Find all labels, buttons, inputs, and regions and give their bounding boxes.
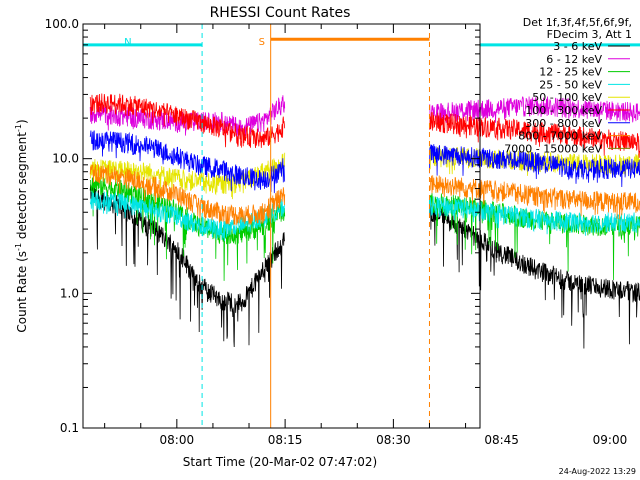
legend-entry-label: 3 - 6 keV xyxy=(553,40,602,53)
y-axis-label-sup-2: -1 xyxy=(14,124,23,132)
legend-entry-label: 300 - 800 keV xyxy=(525,117,602,130)
y-axis-label: Count Rate (s-1 detector segment-1) xyxy=(14,119,29,332)
y-axis-label-part-3: ) xyxy=(15,119,29,124)
legend-header-line-1: Det 1f,3f,4f,5f,6f,9f, xyxy=(523,16,632,29)
series-line-1 xyxy=(89,184,640,349)
y-tick-label: 10.0 xyxy=(52,152,79,166)
timestamp: 24-Aug-2022 13:29 xyxy=(559,467,636,476)
legend-entry-label: 25 - 50 keV xyxy=(539,78,602,91)
legend-header-line-2: FDecim 3, Att 1 xyxy=(547,28,632,41)
y-axis-label-part-2: detector segment xyxy=(15,132,29,243)
y-axis: 0.1 1.0 10.0 100.0 xyxy=(45,17,480,435)
legend: Det 1f,3f,4f,5f,6f,9f,FDecim 3, Att 13 -… xyxy=(504,16,632,155)
x-axis-label: Start Time (20-Mar-02 07:47:02) xyxy=(183,455,377,469)
y-tick-label: 1.0 xyxy=(60,286,79,300)
x-tick-label: 08:45 xyxy=(484,433,519,447)
legend-entry-label: 50 - 100 keV xyxy=(532,91,602,104)
legend-entry-label: 12 - 25 keV xyxy=(539,66,602,79)
series-line-8 xyxy=(89,164,640,226)
y-axis-label-sup-1: -1 xyxy=(14,243,23,251)
legend-entry-label: 7000 - 15000 keV xyxy=(504,142,602,155)
legend-entry-label: 6 - 12 keV xyxy=(546,53,602,66)
x-tick-label: 08:30 xyxy=(376,433,411,447)
series-line-7 xyxy=(89,130,640,194)
series-line-6 xyxy=(89,93,640,158)
y-tick-label: 0.1 xyxy=(60,421,79,435)
y-tick-label: 100.0 xyxy=(45,17,79,31)
plot-frame xyxy=(82,23,481,429)
marker-label-n: N xyxy=(124,37,131,48)
x-tick-label: 09:00 xyxy=(593,433,628,447)
x-tick-label: 08:15 xyxy=(268,433,303,447)
legend-entry-label: 100 - 300 keV xyxy=(525,104,602,117)
chart-title: RHESSI Count Rates xyxy=(210,5,351,21)
y-axis-label-part-1: Count Rate (s xyxy=(15,251,29,333)
legend-entry-label: 800 - 7000 keV xyxy=(518,130,602,143)
x-tick-label: 08:00 xyxy=(160,433,195,447)
marker-label-s: S xyxy=(259,37,265,48)
